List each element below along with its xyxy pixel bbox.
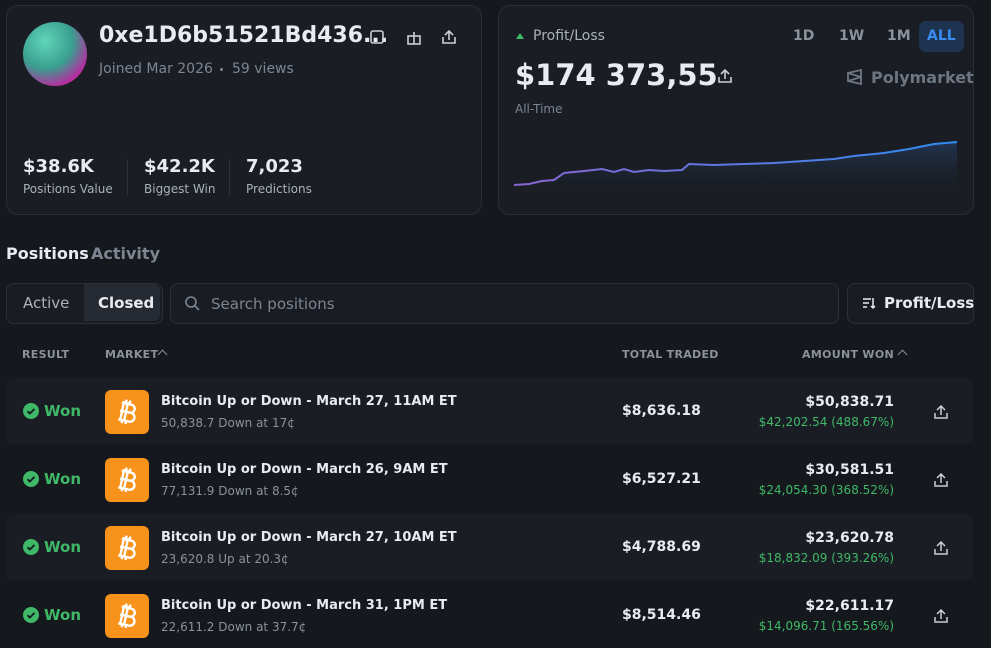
stat-value: $42.2K	[144, 156, 215, 177]
won-icon	[23, 471, 39, 491]
result: Won	[44, 402, 81, 420]
won-icon	[23, 539, 39, 559]
market-icon	[105, 594, 149, 638]
search-box[interactable]	[170, 283, 839, 324]
share-button[interactable]	[934, 608, 948, 627]
amount-won: $30,581.51	[805, 462, 894, 478]
search-icon	[185, 296, 200, 311]
joined: Joined Mar 2026	[99, 61, 213, 77]
share-button[interactable]	[934, 472, 948, 491]
total-traded: $8,514.46	[622, 607, 701, 623]
result: Won	[44, 470, 81, 488]
profile-card	[6, 5, 482, 215]
column-header: RESULT	[22, 348, 70, 361]
amount-won: $50,838.71	[805, 394, 894, 410]
pnl-label: Profit/Loss	[533, 28, 605, 44]
market-subtitle: 50,838.7 Down at 17¢	[161, 416, 295, 430]
sort-caret	[157, 349, 168, 360]
column-header[interactable]: AMOUNT WON	[802, 348, 894, 361]
won-icon	[23, 607, 39, 627]
won-icon	[23, 403, 39, 423]
brand-logo	[847, 68, 862, 86]
pnl-sparkline	[514, 141, 958, 195]
gain: $14,096.71 (165.56%)	[758, 619, 894, 633]
gain: $42,202.54 (488.67%)	[758, 415, 894, 429]
tab[interactable]: Positions	[6, 244, 89, 263]
market-title[interactable]: Bitcoin Up or Down - March 31, 1PM ET	[161, 598, 448, 613]
sort-icon	[863, 298, 876, 310]
share-button[interactable]	[934, 404, 948, 423]
market-subtitle: 77,131.9 Down at 8.5¢	[161, 484, 299, 498]
market-icon	[105, 458, 149, 502]
range-button[interactable]: ALL	[919, 21, 964, 52]
market-title[interactable]: Bitcoin Up or Down - March 27, 10AM ET	[161, 530, 457, 545]
share-icon[interactable]	[717, 68, 733, 84]
address: 0xe1D6b51521Bd436...	[99, 23, 389, 48]
market-title[interactable]: Bitcoin Up or Down - March 26, 9AM ET	[161, 462, 448, 477]
pnl-period: All-Time	[515, 102, 563, 116]
tab[interactable]: Activity	[91, 244, 160, 263]
views: 59 views	[232, 61, 294, 77]
column-header: TOTAL TRADED	[622, 348, 719, 361]
sort-caret	[897, 349, 908, 360]
stat-divider	[127, 159, 128, 195]
gain: $24,054.30 (368.52%)	[758, 483, 894, 497]
range-button[interactable]: 1M	[887, 28, 911, 44]
total-traded: $4,788.69	[622, 539, 701, 555]
total-traded: $6,527.21	[622, 471, 701, 487]
share-button[interactable]	[934, 540, 948, 559]
stat-label: Predictions	[246, 182, 312, 196]
separator	[220, 68, 223, 71]
column-header[interactable]: MARKET	[105, 348, 159, 361]
stat-divider	[229, 159, 230, 195]
brand: Polymarket	[871, 68, 974, 87]
table-row[interactable]	[6, 378, 973, 444]
sort-label: Profit/Loss	[884, 294, 975, 312]
market-icon	[105, 526, 149, 570]
filter[interactable]: Closed	[98, 294, 155, 312]
stat-value: 7,023	[246, 156, 303, 177]
total-traded: $8,636.18	[622, 403, 701, 419]
pnl-amount: $174 373,55	[515, 58, 718, 92]
table-row[interactable]	[6, 446, 973, 512]
filter-active-bg	[84, 284, 160, 321]
stat-label: Positions Value	[23, 182, 113, 196]
table-row[interactable]	[6, 514, 973, 580]
up-arrow	[516, 33, 524, 39]
stat-label: Biggest Win	[144, 182, 216, 196]
filter[interactable]: Active	[23, 294, 70, 312]
stat-value: $38.6K	[23, 156, 94, 177]
amount-won: $22,611.17	[805, 598, 894, 614]
market-subtitle: 23,620.8 Up at 20.3¢	[161, 552, 289, 566]
avatar	[23, 22, 87, 86]
market-icon	[105, 390, 149, 434]
result: Won	[44, 606, 81, 624]
table-row[interactable]	[6, 582, 973, 648]
search-placeholder: Search positions	[211, 295, 335, 313]
range-button[interactable]: 1D	[793, 28, 815, 44]
range-button[interactable]: 1W	[839, 28, 865, 44]
result: Won	[44, 538, 81, 556]
profile-actions[interactable]	[368, 28, 468, 48]
gain: $18,832.09 (393.26%)	[758, 551, 894, 565]
amount-won: $23,620.78	[805, 530, 894, 546]
market-title[interactable]: Bitcoin Up or Down - March 27, 11AM ET	[161, 394, 457, 409]
market-subtitle: 22,611.2 Down at 37.7¢	[161, 620, 307, 634]
